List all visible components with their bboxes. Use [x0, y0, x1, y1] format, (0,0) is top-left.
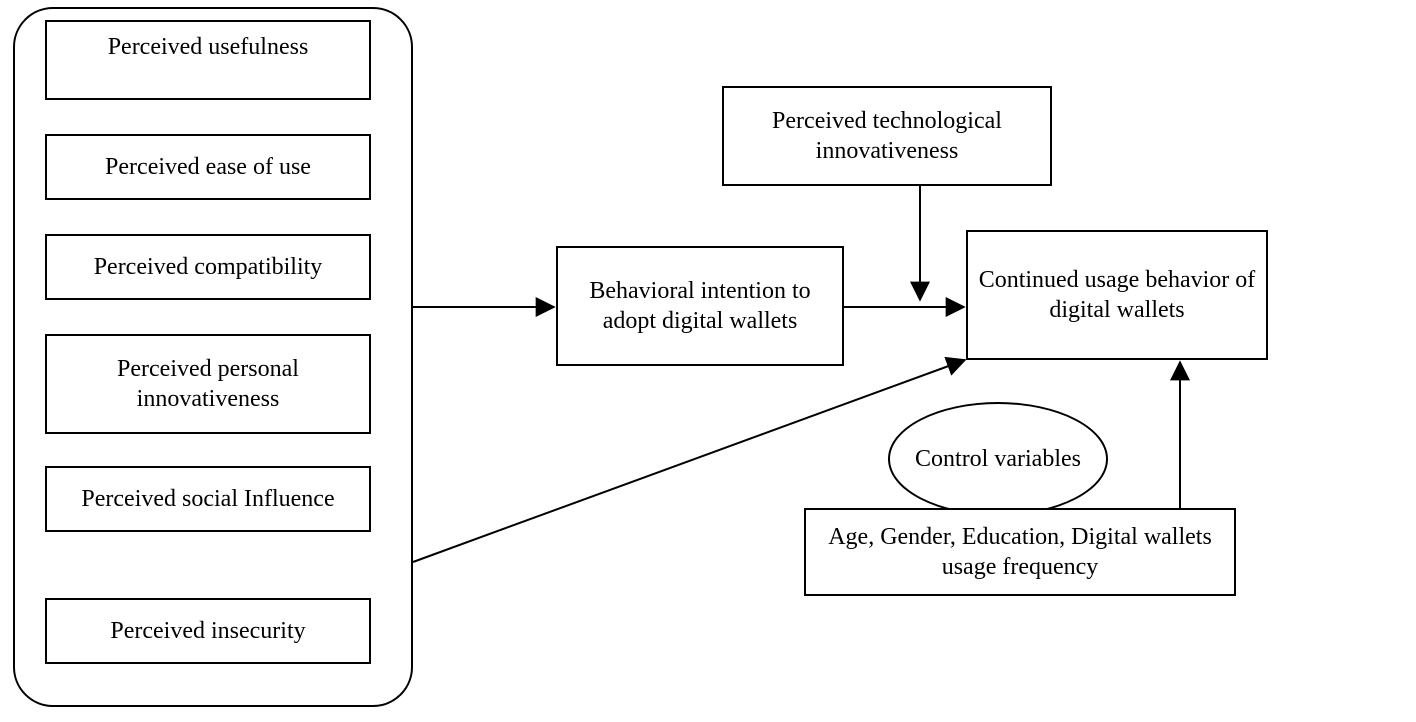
node-label: Age, Gender, Education, Digital wallets …	[814, 522, 1226, 582]
node-label: Perceived personal innovativeness	[55, 354, 361, 414]
node-label: Perceived social Influence	[81, 484, 334, 514]
node-label: Perceived technological innovativeness	[732, 106, 1042, 166]
node-label: Continued usage behavior of digital wall…	[976, 265, 1258, 325]
node-label: Behavioral intention to adopt digital wa…	[566, 276, 834, 336]
node-label: Perceived insecurity	[110, 616, 305, 646]
diagram-canvas: Perceived usefulness Perceived ease of u…	[0, 0, 1416, 722]
node-perceived-insecurity: Perceived insecurity	[45, 598, 371, 664]
node-behavioral-intention: Behavioral intention to adopt digital wa…	[556, 246, 844, 366]
node-perceived-usefulness: Perceived usefulness	[45, 20, 371, 100]
node-label: Perceived usefulness	[108, 32, 309, 62]
node-continued-usage-behavior: Continued usage behavior of digital wall…	[966, 230, 1268, 360]
node-perceived-compatibility: Perceived compatibility	[45, 234, 371, 300]
node-perceived-ease-of-use: Perceived ease of use	[45, 134, 371, 200]
node-perceived-personal-innovativeness: Perceived personal innovativeness	[45, 334, 371, 434]
node-perceived-technological-innovativeness: Perceived technological innovativeness	[722, 86, 1052, 186]
node-label: Perceived ease of use	[105, 152, 311, 182]
node-label: Control variables	[915, 445, 1081, 474]
node-label: Perceived compatibility	[94, 252, 323, 282]
node-control-variables-ellipse: Control variables	[888, 402, 1108, 516]
node-control-variables-box: Age, Gender, Education, Digital wallets …	[804, 508, 1236, 596]
node-perceived-social-influence: Perceived social Influence	[45, 466, 371, 532]
